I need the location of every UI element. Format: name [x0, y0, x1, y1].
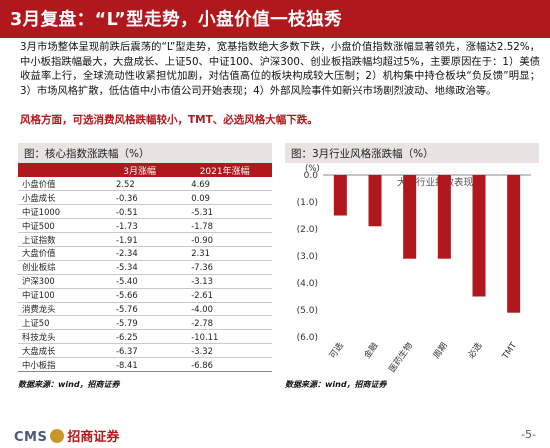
y-tick-label: (6.0)	[297, 333, 318, 343]
table-row: 小盘成长 -0.36 0.09	[18, 190, 272, 206]
brand-name: 招商证券	[67, 430, 120, 445]
x-tick-label: 周期	[432, 341, 450, 361]
y-tick-label: (3.0)	[297, 252, 318, 262]
row-march-value: -5.40	[102, 274, 178, 289]
y-tick-label: (4.0)	[297, 279, 318, 289]
row-2021-value: -3.13	[177, 274, 272, 289]
table-row: 科技龙头 -6.25 -10.11	[18, 329, 272, 345]
row-2021-value: -2.78	[177, 315, 272, 331]
industry-chart-header: 图：3月行业风格涨跌幅（%）	[285, 143, 539, 163]
row-march-value: -6.37	[102, 343, 178, 359]
bar	[333, 175, 347, 216]
index-table-header: 图：核心指数涨跌幅（%）	[18, 143, 272, 163]
row-march-value: -1.91	[102, 232, 178, 247]
footer-logo: CMS 招商证券	[14, 426, 119, 445]
table-row: 创业板综 -5.34 -7.36	[18, 260, 272, 275]
row-2021-value: -10.11	[177, 329, 272, 345]
bar	[403, 175, 417, 259]
row-2021-value: -5.31	[177, 204, 272, 220]
index-table: 3月涨幅 2021年涨幅 小盘价值 2.52 4.69 小盘成长 -0.36 0.09 中证…	[18, 163, 272, 372]
row-name: 上证50	[18, 315, 102, 331]
x-tick-label: 医药生物	[387, 340, 416, 375]
row-name: 大盘价值	[18, 246, 102, 261]
y-tick-label: (5.0)	[297, 306, 318, 316]
industry-chart-panel: 图：3月行业风格涨跌幅（%） (%) 0.0 (1.0) (2.0) (3.0) (4.0…	[285, 143, 539, 389]
x-tick-label: 必选	[466, 340, 485, 361]
table-row: 小盘价值 2.52 4.69	[18, 177, 272, 192]
bar	[472, 175, 486, 297]
row-name: 中证500	[18, 218, 102, 234]
x-tick-label: TMT	[500, 340, 519, 362]
row-name: 沪深300	[18, 274, 102, 289]
row-name: 小盘价值	[18, 177, 102, 192]
index-table-panel: 图：核心指数涨跌幅（%） 3月涨幅 2021年涨幅 小盘价值 2.52 4.69 小盘…	[18, 143, 272, 389]
left-source: 数据来源：wind，招商证券	[18, 380, 120, 389]
col-march: 3月涨幅	[102, 163, 178, 177]
intro-paragraph: 3月市场整体呈现前跌后震荡的“L”型走势，宽基指数绝大多数下跌，小盘价值指数涨幅…	[20, 41, 540, 97]
row-2021-value: -4.00	[177, 302, 272, 317]
y-tick-label: (2.0)	[297, 225, 318, 235]
row-name: 创业板综	[18, 260, 102, 275]
row-2021-value: 2.31	[177, 246, 272, 261]
cms-logo-text: CMS	[14, 430, 48, 445]
table-row: 上证指数 -1.91 -0.90	[18, 232, 272, 247]
bar	[507, 175, 521, 313]
table-row: 大盘成长 -6.37 -3.32	[18, 343, 272, 359]
table-row: 大盘价值 -2.34 2.31	[18, 246, 272, 261]
x-tick-label: 可选	[327, 340, 346, 361]
table-row: 中证1000 -0.51 -5.31	[18, 204, 272, 220]
row-2021-value: -0.90	[177, 232, 272, 247]
row-name: 小盘成长	[18, 190, 102, 206]
row-2021-value: 4.69	[177, 177, 272, 192]
table-row: 中小板指 -8.41 -6.86	[18, 357, 272, 372]
page-number: -5-	[521, 428, 536, 441]
row-name: 大盘成长	[18, 343, 102, 359]
row-2021-value: -7.36	[177, 260, 272, 275]
row-march-value: 2.52	[102, 177, 178, 192]
title-bar: 3月复盘：“L”型走势，小盘价值一枝独秀	[0, 0, 550, 38]
brand-logo-icon	[50, 429, 65, 443]
row-name: 中小板指	[18, 357, 102, 372]
row-2021-value: 0.09	[177, 190, 272, 206]
table-row: 中证500 -1.73 -1.78	[18, 218, 272, 234]
row-2021-value: -6.86	[177, 357, 272, 372]
row-march-value: -6.25	[102, 329, 178, 345]
row-2021-value: -2.61	[177, 288, 272, 303]
row-2021-value: -1.78	[177, 218, 272, 234]
row-march-value: -1.73	[102, 218, 178, 234]
row-name: 科技龙头	[18, 329, 102, 345]
page-title: 3月复盘：“L”型走势，小盘价值一枝独秀	[10, 10, 343, 30]
right-source: 数据来源：wind，招商证券	[285, 380, 387, 389]
row-march-value: -2.34	[102, 246, 178, 261]
row-march-value: -8.41	[102, 357, 178, 372]
row-2021-value: -3.32	[177, 343, 272, 359]
col-2021: 2021年涨幅	[177, 163, 272, 177]
row-name: 中证1000	[18, 204, 102, 220]
bar	[368, 175, 382, 227]
row-name: 上证指数	[18, 232, 102, 247]
x-tick-label: 金融	[362, 340, 381, 361]
row-march-value: -5.76	[102, 302, 178, 317]
row-name: 中证100	[18, 288, 102, 303]
y-tick-label: (1.0)	[297, 198, 318, 208]
table-row: 沪深300 -5.40 -3.13	[18, 274, 272, 289]
row-march-value: -5.34	[102, 260, 178, 275]
y-unit-label: (%)	[305, 164, 320, 174]
col-name	[18, 163, 102, 177]
y-tick-label: 0.0	[304, 171, 319, 181]
index-table-head-row: 3月涨幅 2021年涨幅	[18, 163, 272, 177]
row-march-value: -0.36	[102, 190, 178, 206]
row-march-value: -0.51	[102, 204, 178, 220]
table-row: 中证100 -5.66 -2.61	[18, 288, 272, 303]
row-march-value: -5.66	[102, 288, 178, 303]
industry-bar-chart: (%)0.0(1.0)(2.0)(3.0)(4.0)(5.0)(6.0)大类行业…	[297, 164, 531, 375]
row-name: 消费龙头	[18, 302, 102, 317]
table-row: 上证50 -5.79 -2.78	[18, 315, 272, 331]
row-march-value: -5.79	[102, 315, 178, 331]
style-highlight: 风格方面，可选消费风格跌幅较小，TMT、必选风格大幅下跌。	[20, 114, 318, 126]
table-row: 消费龙头 -5.76 -4.00	[18, 302, 272, 317]
bar	[437, 175, 451, 259]
